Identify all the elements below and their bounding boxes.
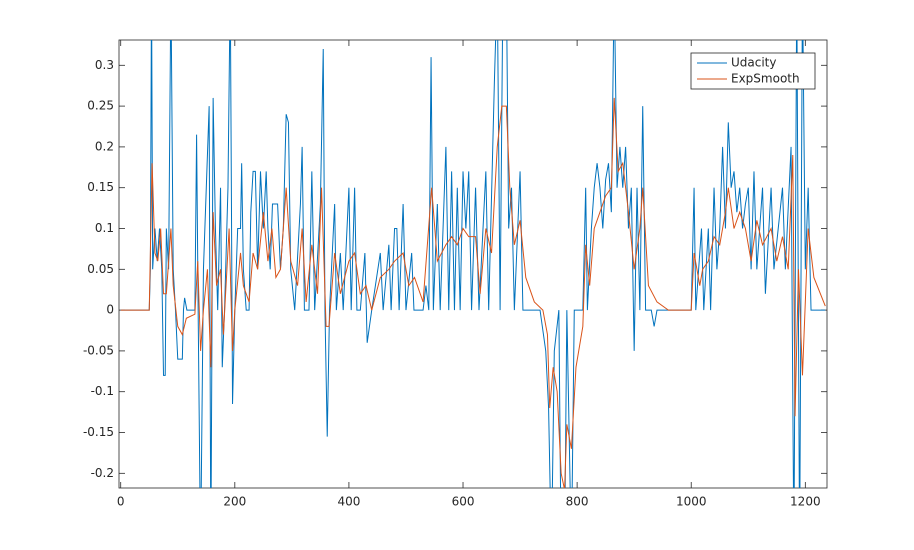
y-tick-label: -0.05 — [83, 343, 114, 357]
series-group — [120, 40, 826, 488]
x-tick-label: 800 — [566, 495, 589, 509]
y-tick-label: 0.2 — [95, 139, 114, 153]
y-tick-label: -0.2 — [91, 466, 114, 480]
y-tick-label: 0.1 — [95, 221, 114, 235]
legend-label: ExpSmooth — [731, 72, 800, 86]
line-series — [120, 40, 826, 488]
y-tick-label: 0.25 — [87, 99, 114, 113]
x-tick-label: 600 — [452, 495, 475, 509]
legend-label: Udacity — [731, 56, 777, 70]
y-tick-label: -0.15 — [83, 425, 114, 439]
legend-box — [690, 52, 816, 90]
y-tick-label: 0.3 — [95, 58, 114, 72]
x-tick-label: 1000 — [676, 495, 707, 509]
x-tick-label: 200 — [223, 495, 246, 509]
y-tick-label: 0.15 — [87, 180, 114, 194]
x-tick-label: 0 — [117, 495, 125, 509]
y-tick-label: -0.1 — [91, 384, 114, 398]
x-tick-label: 1200 — [790, 495, 821, 509]
y-tick-label: 0.05 — [87, 262, 114, 276]
y-tick-label: 0 — [106, 303, 114, 317]
x-tick-label: 400 — [337, 495, 360, 509]
line-series — [120, 97, 826, 488]
